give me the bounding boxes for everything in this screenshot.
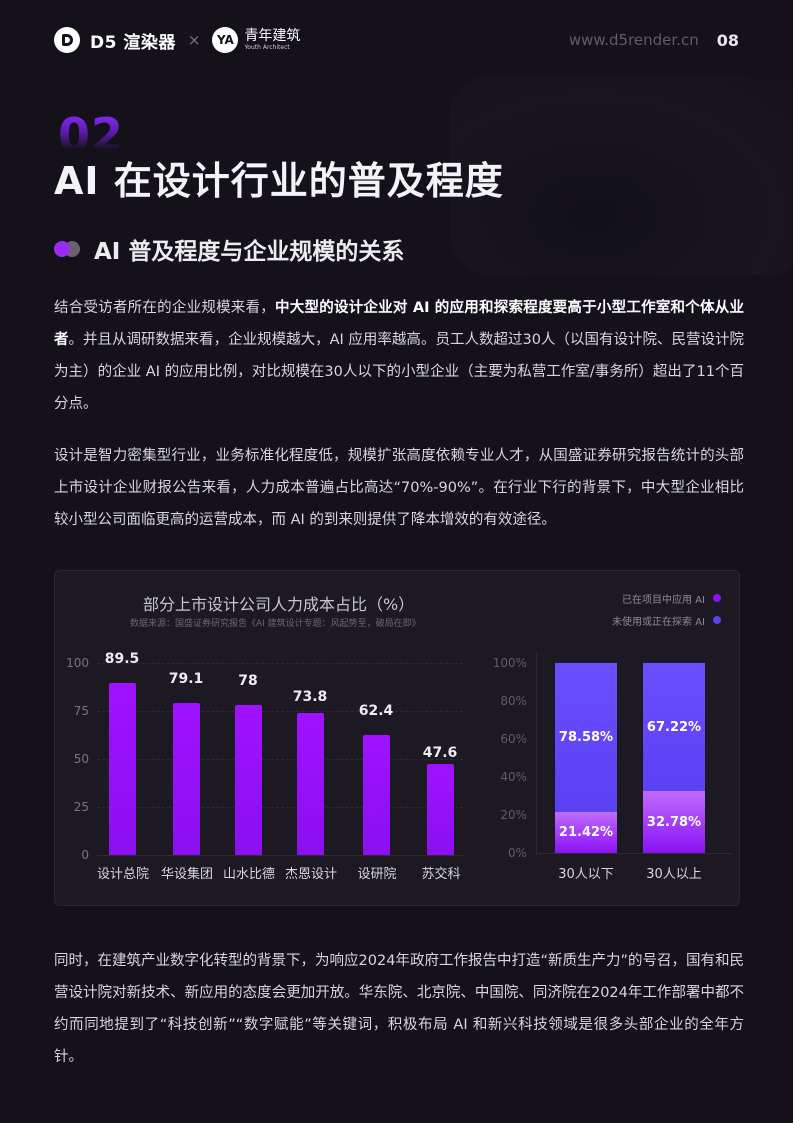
y-tick: 80%: [500, 694, 527, 708]
bar-value: 62.4: [358, 703, 394, 719]
bar-value: 78: [238, 673, 258, 689]
website-url[interactable]: www.d5render.cn: [568, 31, 699, 49]
segment-exploring[interactable]: 78.58%: [555, 663, 617, 812]
d5-logo-icon: [54, 27, 80, 53]
y-tick: 50: [73, 752, 89, 766]
y-tick: 100: [66, 656, 89, 670]
x-category: 杰恩设计: [284, 867, 337, 882]
x-axis-line: [97, 855, 463, 856]
x-category: 设研院: [357, 867, 397, 882]
bar-value: 79.1: [168, 671, 204, 687]
chart-legend: 已在项目中应用 AI 未使用或正在探索 AI: [612, 587, 721, 631]
gridline: [97, 807, 463, 808]
page-title: AI 在设计行业的普及程度: [54, 159, 504, 203]
legend-item-applied[interactable]: 已在项目中应用 AI: [612, 587, 721, 609]
bullet-dots-icon: [54, 239, 84, 259]
y-axis-line: [536, 653, 537, 853]
x-category: 山水比德: [222, 867, 275, 882]
bar-value: 89.5: [104, 651, 140, 667]
x-axis-line: [536, 853, 732, 854]
segment-label: 67.22%: [646, 719, 702, 735]
labor-cost-bar-chart: 部分上市设计公司人力成本占比（%） 数据来源：国盛证券研究报告《AI 建筑设计专…: [55, 571, 475, 907]
partner-name-cn: 青年建筑: [244, 28, 301, 44]
bar-chart-title: 部分上市设计公司人力成本占比（%）: [143, 595, 415, 614]
partner-name-en: Youth Architect: [244, 44, 290, 51]
page-header: D5 渲染器 × YA 青年建筑 Youth Architect www.d5r…: [54, 24, 739, 56]
x-category: 30人以上: [646, 867, 702, 882]
gridline: [97, 759, 463, 760]
stacked-column-under-30[interactable]: 78.58% 21.42%: [555, 663, 617, 853]
y-tick: 60%: [500, 732, 527, 746]
bar-chart-source: 数据来源：国盛证券研究报告《AI 建筑设计专题：风起势至，破局在即》: [130, 619, 421, 629]
bar-华设集团[interactable]: [173, 703, 200, 855]
bar-山水比德[interactable]: [235, 705, 262, 855]
legend-dot-purple-icon: [713, 594, 721, 602]
legend-dot-blue-icon: [713, 616, 721, 624]
bar-value: 73.8: [292, 689, 328, 705]
collab-x-icon: ×: [187, 31, 201, 49]
paragraph-1: 结合受访者所在的企业规模来看，中大型的设计企业对 AI 的应用和探索程度要高于小…: [54, 292, 744, 420]
page-number: 08: [716, 30, 739, 50]
y-tick: 20%: [500, 808, 527, 822]
bar-设研院[interactable]: [363, 735, 390, 855]
background-decoration: [450, 75, 793, 275]
segment-label: 32.78%: [646, 814, 702, 830]
y-tick: 75: [73, 704, 89, 718]
paragraph-1-highlight: 中大型的设计企业对 AI 的应用和探索程度要高于小型工作室和个体从业者: [54, 300, 744, 348]
y-tick: 100%: [492, 656, 527, 670]
segment-exploring[interactable]: 67.22%: [643, 663, 705, 791]
legend-item-exploring[interactable]: 未使用或正在探索 AI: [612, 609, 721, 631]
paragraph-1-text-a: 结合受访者所在的企业规模来看，: [54, 300, 276, 316]
segment-label: 78.58%: [558, 730, 614, 745]
paragraph-3: 同时，在建筑产业数字化转型的背景下，为响应2024年政府工作报告中打造“新质生产…: [54, 953, 744, 1065]
bar-杰恩设计[interactable]: [297, 713, 324, 855]
youth-architect-logo-icon: YA: [212, 27, 239, 53]
stacked-column-over-30[interactable]: 67.22% 32.78%: [643, 663, 705, 853]
section-number: 02: [58, 112, 125, 150]
legend-label: 已在项目中应用 AI: [622, 594, 705, 606]
x-category: 华设集团: [160, 867, 213, 882]
segment-applied[interactable]: 21.42%: [555, 812, 617, 853]
legend-label: 未使用或正在探索 AI: [612, 616, 705, 628]
chart-card: 部分上市设计公司人力成本占比（%） 数据来源：国盛证券研究报告《AI 建筑设计专…: [54, 570, 740, 906]
paragraph-1-text-b: 。并且从调研数据来看，企业规模越大，AI 应用率越高。员工人数超过30人（以国有…: [54, 332, 744, 412]
bar-苏交科[interactable]: [427, 764, 454, 855]
bar-value: 47.6: [422, 745, 458, 761]
segment-label: 21.42%: [558, 825, 614, 840]
gridline: [97, 711, 463, 712]
x-category: 30人以下: [558, 867, 614, 882]
d5-brand-name: D5 渲染器: [90, 32, 176, 53]
y-tick: 0: [81, 848, 89, 862]
y-tick: 25: [73, 800, 89, 814]
gridline: [97, 663, 463, 664]
y-tick: 0%: [507, 846, 527, 860]
segment-applied[interactable]: 32.78%: [643, 791, 705, 853]
y-tick: 40%: [500, 770, 527, 784]
bar-设计总院[interactable]: [109, 683, 136, 855]
paragraph-2: 设计是智力密集型行业，业务标准化程度低，规模扩张高度依赖专业人才，从国盛证券研究…: [54, 448, 744, 528]
x-category: 苏交科: [421, 867, 461, 882]
x-category: 设计总院: [96, 867, 149, 882]
section-subtitle-row: AI 普及程度与企业规模的关系: [54, 232, 404, 266]
section-subtitle: AI 普及程度与企业规模的关系: [94, 239, 405, 265]
partner-name: 青年建筑 Youth Architect: [244, 29, 300, 51]
